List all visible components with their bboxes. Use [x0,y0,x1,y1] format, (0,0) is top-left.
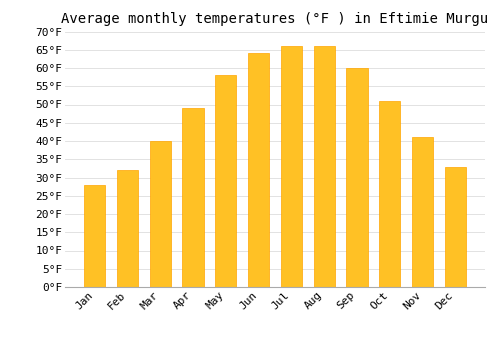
Bar [346,68,368,287]
Bar [280,46,302,287]
Bar [84,185,106,287]
Title: Average monthly temperatures (°F ) in Eftimie Murgu: Average monthly temperatures (°F ) in Ef… [62,12,488,26]
Bar [117,170,138,287]
Bar [379,101,400,287]
Bar [248,54,270,287]
Bar [412,137,433,287]
Bar [150,141,171,287]
Bar [444,167,466,287]
Bar [215,75,236,287]
Bar [182,108,204,287]
Bar [314,46,335,287]
